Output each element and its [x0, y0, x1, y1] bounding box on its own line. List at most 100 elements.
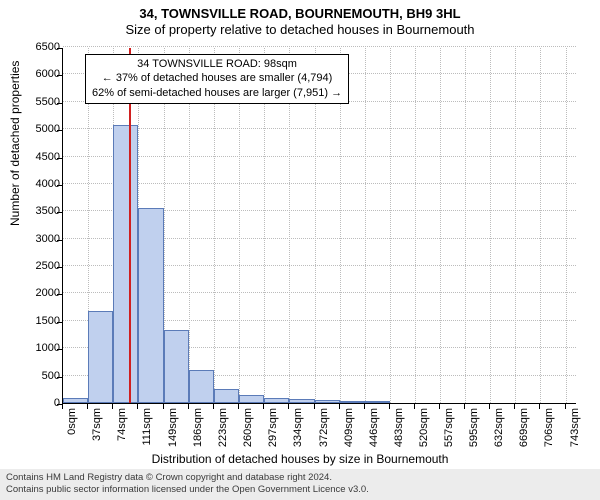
x-tick-mark	[163, 404, 164, 409]
title-line-1: 34, TOWNSVILLE ROAD, BOURNEMOUTH, BH9 3H…	[0, 6, 600, 22]
x-tick-label: 595sqm	[468, 408, 480, 452]
gridline-v	[365, 48, 366, 403]
info-box-line: 62% of semi-detached houses are larger (…	[92, 86, 342, 100]
x-tick-label: 74sqm	[116, 408, 128, 452]
x-tick-mark	[314, 404, 315, 409]
x-tick-mark	[414, 404, 415, 409]
x-tick-mark	[364, 404, 365, 409]
property-info-box: 34 TOWNSVILLE ROAD: 98sqm← 37% of detach…	[85, 54, 349, 104]
histogram-bar	[239, 395, 264, 403]
x-tick-label: 260sqm	[242, 408, 254, 452]
gridline-h	[63, 156, 576, 157]
y-tick-mark	[57, 377, 62, 378]
y-tick-label: 3500	[20, 205, 60, 217]
y-tick-mark	[57, 212, 62, 213]
y-tick-label: 2500	[20, 260, 60, 272]
x-tick-label: 149sqm	[167, 408, 179, 452]
histogram-bar	[63, 398, 88, 403]
x-tick-mark	[439, 404, 440, 409]
x-tick-label: 334sqm	[292, 408, 304, 452]
gridline-v	[415, 48, 416, 403]
histogram-bar	[189, 370, 214, 403]
gridline-v	[540, 48, 541, 403]
gridline-h	[63, 183, 576, 184]
y-tick-label: 4000	[20, 178, 60, 190]
x-tick-label: 520sqm	[418, 408, 430, 452]
gridline-v	[465, 48, 466, 403]
y-tick-label: 3000	[20, 233, 60, 245]
footer-line-1: Contains HM Land Registry data © Crown c…	[6, 472, 594, 484]
histogram-bar	[113, 125, 138, 403]
histogram-bar	[164, 330, 189, 403]
gridline-v	[515, 48, 516, 403]
y-tick-label: 6500	[20, 41, 60, 53]
footer-attribution: Contains HM Land Registry data © Crown c…	[0, 469, 600, 500]
y-tick-mark	[57, 267, 62, 268]
x-tick-mark	[62, 404, 63, 409]
y-tick-label: 6000	[20, 68, 60, 80]
y-tick-mark	[57, 185, 62, 186]
info-box-line: ← 37% of detached houses are smaller (4,…	[92, 71, 342, 85]
gridline-h	[63, 128, 576, 129]
y-tick-label: 4500	[20, 151, 60, 163]
x-tick-label: 483sqm	[393, 408, 405, 452]
x-tick-mark	[464, 404, 465, 409]
info-box-line: 34 TOWNSVILLE ROAD: 98sqm	[92, 57, 342, 71]
histogram-bar	[138, 208, 164, 403]
x-tick-mark	[213, 404, 214, 409]
x-tick-label: 706sqm	[543, 408, 555, 452]
gridline-v	[440, 48, 441, 403]
y-tick-mark	[57, 294, 62, 295]
y-tick-mark	[57, 48, 62, 49]
x-tick-label: 557sqm	[443, 408, 455, 452]
x-tick-mark	[238, 404, 239, 409]
title-line-2: Size of property relative to detached ho…	[0, 22, 600, 38]
x-tick-mark	[539, 404, 540, 409]
x-tick-label: 223sqm	[217, 408, 229, 452]
histogram-bar	[340, 401, 365, 403]
x-tick-label: 669sqm	[518, 408, 530, 452]
x-tick-mark	[112, 404, 113, 409]
y-tick-label: 0	[20, 397, 60, 409]
x-tick-mark	[489, 404, 490, 409]
y-tick-mark	[57, 240, 62, 241]
x-tick-mark	[137, 404, 138, 409]
x-tick-label: 632sqm	[493, 408, 505, 452]
histogram-bar	[365, 401, 390, 403]
gridline-v	[390, 48, 391, 403]
y-tick-label: 1000	[20, 342, 60, 354]
x-tick-label: 186sqm	[192, 408, 204, 452]
histogram-bar	[214, 389, 239, 403]
x-tick-label: 743sqm	[569, 408, 581, 452]
x-tick-label: 37sqm	[91, 408, 103, 452]
y-tick-label: 1500	[20, 315, 60, 327]
histogram-bar	[315, 400, 340, 403]
y-tick-mark	[57, 322, 62, 323]
y-tick-label: 500	[20, 370, 60, 382]
footer-line-2: Contains public sector information licen…	[6, 484, 594, 496]
x-tick-mark	[288, 404, 289, 409]
x-tick-label: 111sqm	[141, 408, 153, 452]
histogram-bar	[289, 399, 315, 403]
x-tick-mark	[565, 404, 566, 409]
gridline-h	[63, 46, 576, 47]
x-tick-mark	[514, 404, 515, 409]
y-tick-mark	[57, 130, 62, 131]
y-tick-mark	[57, 75, 62, 76]
y-tick-mark	[57, 103, 62, 104]
x-axis-label: Distribution of detached houses by size …	[0, 452, 600, 466]
x-tick-label: 0sqm	[66, 408, 78, 452]
histogram-bar	[264, 398, 289, 403]
y-tick-label: 5000	[20, 123, 60, 135]
histogram-bar	[88, 311, 113, 403]
y-tick-label: 5500	[20, 96, 60, 108]
gridline-v	[566, 48, 567, 403]
x-tick-label: 372sqm	[318, 408, 330, 452]
x-tick-mark	[263, 404, 264, 409]
y-tick-mark	[57, 349, 62, 350]
x-tick-mark	[389, 404, 390, 409]
y-tick-mark	[57, 158, 62, 159]
x-tick-mark	[188, 404, 189, 409]
gridline-v	[490, 48, 491, 403]
x-tick-mark	[87, 404, 88, 409]
